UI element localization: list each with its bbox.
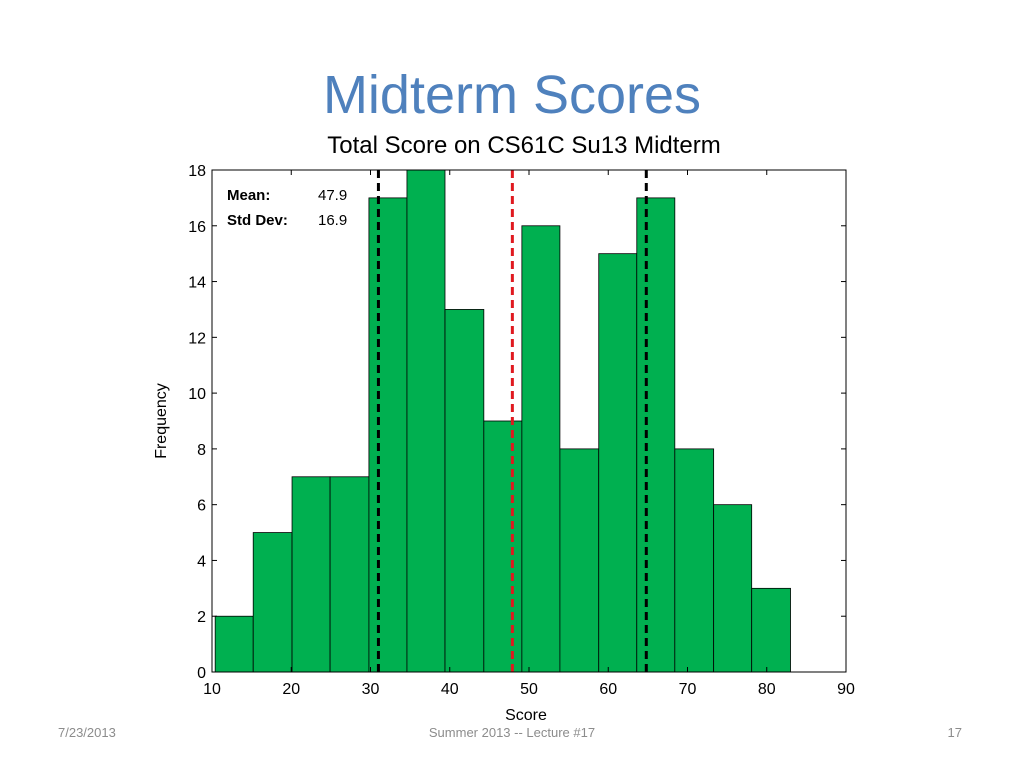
mean-label: Mean: — [227, 187, 270, 204]
x-tick-label: 10 — [203, 681, 221, 698]
reference-lines-layer — [376, 170, 648, 672]
x-tick-label: 30 — [362, 681, 380, 698]
mean-value: 47.9 — [318, 187, 347, 204]
histogram-bar — [329, 476, 370, 673]
y-tick-label: 0 — [197, 665, 206, 682]
stats-box: Mean: 47.9 Std Dev: 16.9 — [227, 187, 347, 229]
y-axis-label: Frequency — [153, 383, 170, 459]
histogram-bar — [674, 448, 715, 673]
histogram-bar — [444, 309, 485, 673]
histogram-bar — [559, 448, 600, 673]
x-tick-label: 20 — [282, 681, 300, 698]
histogram-bar — [598, 253, 638, 673]
y-tick-label: 10 — [188, 386, 206, 403]
histogram-bar — [521, 225, 561, 673]
y-tick-label: 18 — [188, 163, 206, 180]
ticks-layer: 10 20 30 40 50 60 70 80 90 0 2 4 6 8 10 12 14 16 18 — [188, 163, 855, 698]
x-tick-label: 50 — [520, 681, 538, 698]
y-tick-label: 16 — [188, 219, 206, 236]
histogram-bar — [713, 504, 753, 673]
y-tick-label: 2 — [197, 609, 206, 626]
histogram-bar — [751, 587, 791, 673]
std-dev-label: Std Dev: — [227, 212, 288, 229]
x-tick-label: 80 — [758, 681, 776, 698]
x-tick-label: 90 — [837, 681, 855, 698]
histogram-bar — [483, 420, 523, 673]
histogram-bar — [214, 615, 254, 673]
x-tick-label: 70 — [679, 681, 697, 698]
histogram-bar — [291, 476, 331, 673]
y-tick-label: 8 — [197, 442, 206, 459]
x-tick-label: 40 — [441, 681, 459, 698]
std-dev-value: 16.9 — [318, 212, 347, 229]
histogram-bar — [368, 197, 408, 673]
histogram-bar — [406, 169, 446, 673]
y-tick-label: 6 — [197, 498, 206, 515]
y-tick-label: 12 — [188, 330, 206, 347]
footer-date: 7/23/2013 — [58, 725, 116, 740]
slide-title: Midterm Scores — [322, 65, 702, 125]
y-tick-label: 14 — [188, 275, 206, 292]
x-axis-label: Score — [505, 707, 547, 724]
y-tick-label: 4 — [197, 553, 206, 570]
histogram-bar — [636, 197, 676, 673]
histogram-bar — [252, 532, 293, 673]
bars-layer — [214, 169, 791, 673]
chart-title: Total Score on CS61C Su13 Midterm — [327, 132, 721, 159]
footer-page-number: 17 — [947, 725, 962, 740]
x-tick-label: 60 — [599, 681, 617, 698]
footer-lecture: Summer 2013 -- Lecture #17 — [428, 725, 596, 740]
